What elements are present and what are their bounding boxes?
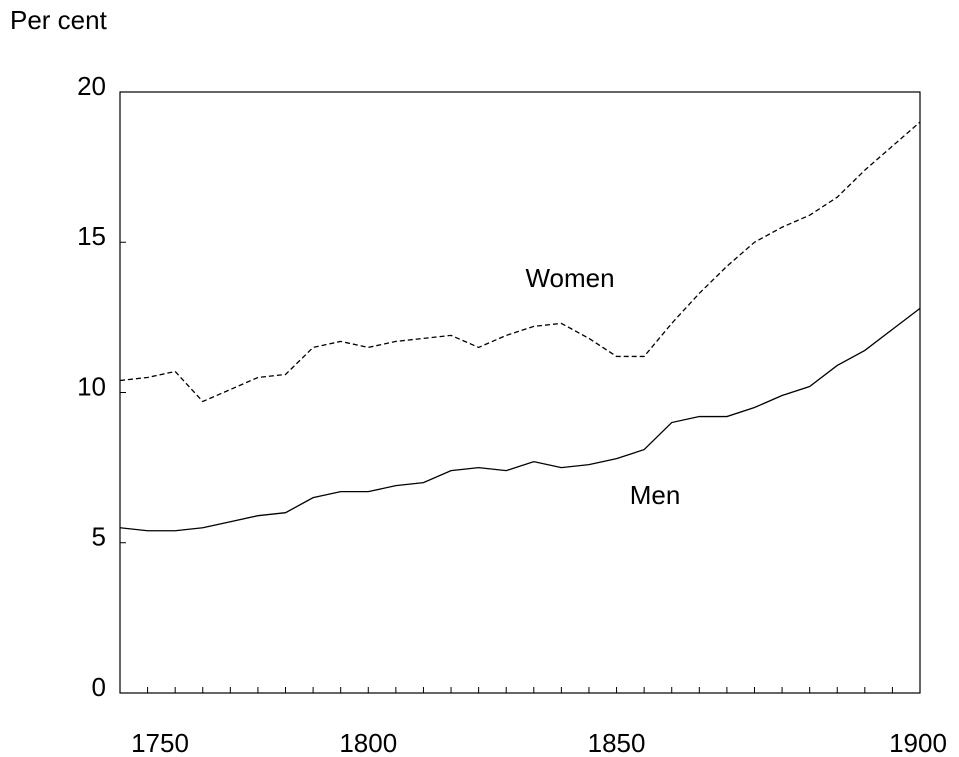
plot-frame xyxy=(119,91,921,694)
x-tick-label: 1800 xyxy=(339,728,397,757)
series-label: Women xyxy=(525,263,614,293)
y-tick-label: 10 xyxy=(77,371,106,401)
y-tick-label: 0 xyxy=(92,672,106,702)
y-axis-label: Per cent xyxy=(10,5,108,35)
y-tick-label: 15 xyxy=(77,221,106,251)
series-line xyxy=(119,121,921,403)
series-line xyxy=(119,307,921,532)
y-tick-label: 20 xyxy=(77,71,106,101)
x-tick-label: 1750 xyxy=(131,728,189,757)
series-label: Men xyxy=(630,480,681,510)
x-tick-label: 1900 xyxy=(889,728,947,757)
x-tick-label: 1850 xyxy=(588,728,646,757)
y-tick-label: 5 xyxy=(92,522,106,552)
